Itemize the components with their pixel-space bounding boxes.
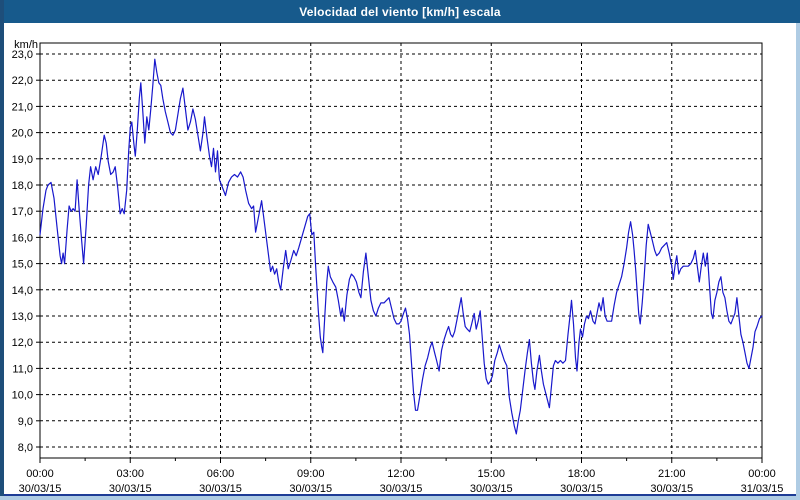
window-frame-bottom — [0, 496, 800, 500]
y-tick-label: 10,0 — [12, 390, 33, 402]
y-tick-label: 22,0 — [12, 75, 33, 87]
chart-title-bar: Velocidad del viento [km/h] escala — [0, 0, 800, 23]
y-tick-label: 15,0 — [12, 259, 33, 271]
x-tick-date-label: 30/03/15 — [109, 483, 152, 495]
x-tick-date-label: 30/03/15 — [470, 483, 513, 495]
x-tick-time-label: 00:00 — [748, 468, 776, 480]
x-tick-date-label: 30/03/15 — [19, 483, 62, 495]
x-tick-time-label: 06:00 — [207, 468, 235, 480]
y-tick-label: 17,0 — [12, 206, 33, 218]
x-tick-date-label: 31/03/15 — [741, 483, 784, 495]
chart-background — [0, 23, 800, 496]
y-tick-label: 20,0 — [12, 128, 33, 140]
y-tick-label: 12,0 — [12, 337, 33, 349]
x-tick-date-label: 30/03/15 — [650, 483, 693, 495]
y-tick-label: 13,0 — [12, 311, 33, 323]
y-tick-label: 19,0 — [12, 154, 33, 166]
x-tick-time-label: 21:00 — [658, 468, 686, 480]
y-tick-label: 16,0 — [12, 232, 33, 244]
plot-border — [39, 42, 763, 459]
window-frame-right — [796, 23, 800, 500]
y-tick-label: 9,0 — [18, 416, 33, 428]
y-tick-label: 14,0 — [12, 285, 33, 297]
y-tick-label: 21,0 — [12, 101, 33, 113]
y-tick-label: 18,0 — [12, 180, 33, 192]
x-tick-time-label: 18:00 — [568, 468, 596, 480]
x-tick-time-label: 00:00 — [26, 468, 54, 480]
x-tick-time-label: 03:00 — [116, 468, 144, 480]
y-tick-label: 8,0 — [18, 442, 33, 454]
x-tick-time-label: 15:00 — [477, 468, 505, 480]
x-tick-time-label: 12:00 — [387, 468, 415, 480]
x-tick-date-label: 30/03/15 — [380, 483, 423, 495]
window-frame-left — [0, 0, 4, 500]
y-tick-label: 23,0 — [12, 49, 33, 61]
x-tick-date-label: 30/03/15 — [199, 483, 242, 495]
chart-title: Velocidad del viento [km/h] escala — [299, 4, 501, 19]
y-axis-unit-label: km/h — [14, 39, 38, 51]
x-tick-date-label: 30/03/15 — [289, 483, 332, 495]
y-tick-label: 11,0 — [12, 363, 33, 375]
x-tick-time-label: 09:00 — [297, 468, 325, 480]
window-bottom-separator — [4, 494, 796, 496]
x-tick-date-label: 30/03/15 — [560, 483, 603, 495]
wind-speed-line — [39, 58, 763, 435]
